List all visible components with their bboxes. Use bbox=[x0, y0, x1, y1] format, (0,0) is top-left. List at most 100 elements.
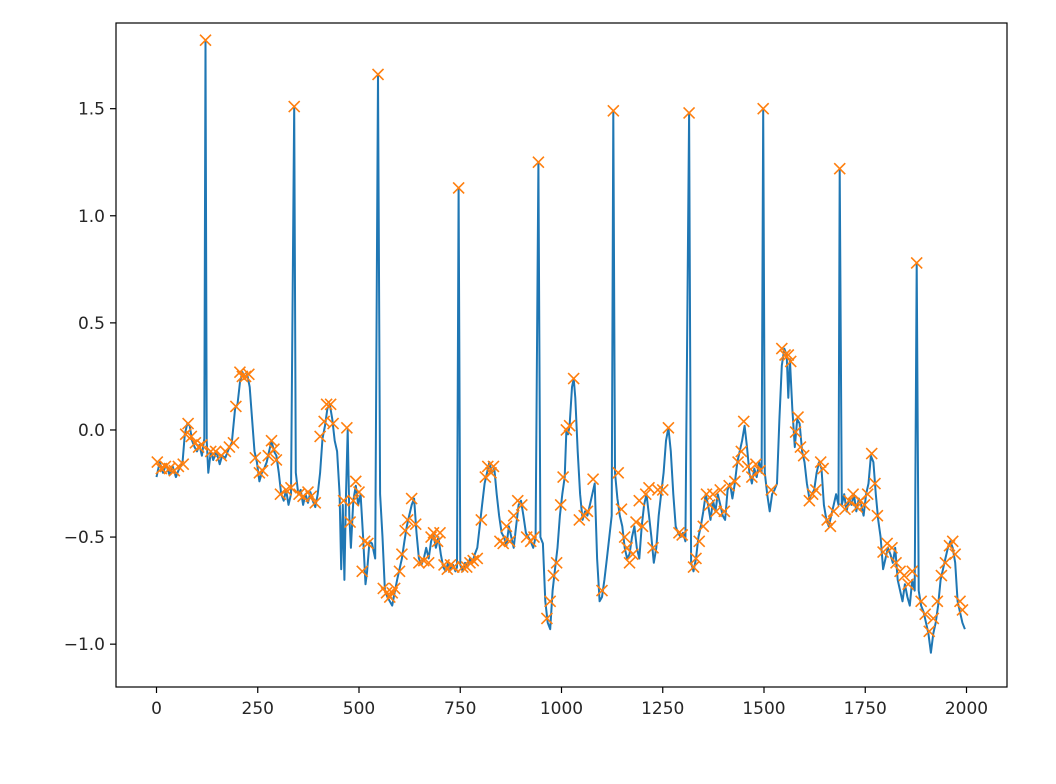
y-tick-label: −1.0 bbox=[64, 635, 105, 655]
peak-marker-icon bbox=[422, 556, 435, 569]
peak-marker-icon bbox=[159, 460, 172, 473]
peak-marker-icon bbox=[910, 256, 923, 269]
peak-marker-icon bbox=[697, 520, 710, 533]
peak-marker-icon bbox=[626, 548, 639, 561]
peak-marker-icon bbox=[479, 471, 492, 484]
peak-marker-icon bbox=[318, 415, 331, 428]
peak-marker-icon bbox=[931, 595, 944, 608]
peak-marker-icon bbox=[581, 505, 594, 518]
peak-marker-icon bbox=[204, 445, 217, 458]
peak-marker-icon bbox=[314, 430, 327, 443]
peak-marker-icon bbox=[409, 518, 422, 531]
axes-background bbox=[116, 23, 1007, 687]
peak-marker-icon bbox=[227, 436, 240, 449]
peak-marker-icon bbox=[693, 535, 706, 548]
peak-marker-icon bbox=[639, 488, 652, 501]
peak-marker-icon bbox=[612, 466, 625, 479]
peak-marker-icon bbox=[868, 477, 882, 490]
peak-marker-icon bbox=[803, 494, 816, 507]
peak-marker-icon bbox=[151, 456, 164, 469]
peak-marker-icon bbox=[919, 608, 932, 621]
peak-marker-icon bbox=[431, 535, 444, 548]
peak-marker-icon bbox=[292, 488, 306, 501]
peak-marker-icon bbox=[554, 498, 567, 512]
peak-marker-icon bbox=[484, 466, 498, 479]
peak-marker-icon bbox=[885, 541, 899, 554]
peak-marker-icon bbox=[946, 535, 959, 548]
peak-marker-icon bbox=[337, 494, 350, 507]
peak-marker-icon bbox=[344, 516, 357, 529]
plot-area bbox=[115, 22, 1008, 688]
peak-marker-icon bbox=[939, 556, 952, 569]
peak-marker-icon bbox=[791, 411, 805, 424]
peak-marker-icon bbox=[629, 516, 643, 529]
peak-marker-icon bbox=[503, 535, 516, 548]
peak-marker-icon bbox=[662, 421, 675, 434]
peak-marker-icon bbox=[757, 102, 770, 115]
peak-marker-icon bbox=[732, 456, 745, 469]
peak-marker-icon bbox=[284, 481, 298, 494]
peak-marker-icon bbox=[623, 556, 636, 569]
peak-marker-icon bbox=[467, 554, 480, 567]
peak-marker-icon bbox=[737, 415, 750, 428]
peak-marker-icon bbox=[595, 584, 609, 597]
peak-marker-icon bbox=[487, 460, 500, 473]
peak-marker-icon bbox=[865, 447, 878, 460]
peak-marker-icon bbox=[651, 483, 664, 497]
peak-marker-icon bbox=[544, 595, 557, 608]
peak-marker-icon bbox=[270, 453, 283, 467]
peak-marker-icon bbox=[352, 486, 366, 499]
x-tick-label: 750 bbox=[444, 699, 476, 719]
peak-marker-icon bbox=[309, 496, 322, 509]
peak-marker-icon bbox=[821, 513, 834, 526]
peak-markers bbox=[151, 34, 969, 638]
peak-marker-icon bbox=[749, 458, 762, 471]
x-axis: 0 250 500 750 1000 1250 1500 1750 2000 bbox=[151, 687, 988, 719]
peak-marker-icon bbox=[567, 372, 580, 385]
peak-marker-icon bbox=[393, 565, 406, 578]
peak-marker-icon bbox=[550, 556, 563, 569]
peak-marker-icon bbox=[833, 162, 846, 175]
x-tick-label: 0 bbox=[151, 699, 162, 719]
peak-marker-icon bbox=[728, 475, 741, 488]
peak-marker-icon bbox=[361, 537, 374, 550]
peak-marker-icon bbox=[195, 438, 208, 452]
peak-marker-icon bbox=[656, 483, 669, 497]
peak-marker-icon bbox=[861, 488, 874, 501]
x-tick-label: 1750 bbox=[844, 699, 887, 719]
peak-marker-icon bbox=[706, 488, 720, 501]
peak-marker-icon bbox=[824, 520, 837, 533]
peak-marker-icon bbox=[898, 569, 911, 582]
peak-marker-icon bbox=[814, 456, 827, 469]
peak-marker-icon bbox=[209, 445, 222, 458]
peak-marker-icon bbox=[456, 560, 469, 574]
peak-marker-icon bbox=[229, 400, 242, 413]
peak-marker-icon bbox=[399, 524, 412, 537]
peak-marker-icon bbox=[642, 481, 656, 494]
x-tick-label: 2000 bbox=[945, 699, 988, 719]
peak-marker-icon bbox=[877, 545, 890, 559]
peak-marker-icon bbox=[563, 419, 576, 432]
peak-marker-icon bbox=[471, 552, 484, 565]
peak-marker-icon bbox=[935, 569, 948, 582]
peak-marker-icon bbox=[789, 426, 802, 439]
peak-marker-icon bbox=[507, 509, 520, 522]
y-tick-label: 1.0 bbox=[78, 207, 105, 227]
peak-marker-icon bbox=[267, 443, 281, 456]
peak-marker-icon bbox=[500, 520, 513, 533]
peak-marker-icon bbox=[497, 537, 510, 550]
peak-marker-icon bbox=[687, 560, 700, 574]
peak-marker-icon bbox=[349, 475, 362, 488]
peak-marker-icon bbox=[723, 479, 736, 492]
peak-marker-icon bbox=[371, 68, 385, 81]
peak-marker-icon bbox=[902, 578, 915, 591]
peak-marker-icon bbox=[236, 370, 249, 383]
peak-marker-icon bbox=[405, 492, 418, 505]
peak-marker-icon bbox=[256, 464, 269, 477]
x-tick-label: 500 bbox=[343, 699, 375, 719]
peak-marker-icon bbox=[923, 625, 936, 638]
peak-marker-icon bbox=[395, 548, 408, 561]
peak-marker-icon bbox=[689, 552, 703, 565]
peak-marker-icon bbox=[842, 494, 856, 507]
peak-marker-icon bbox=[858, 498, 871, 512]
